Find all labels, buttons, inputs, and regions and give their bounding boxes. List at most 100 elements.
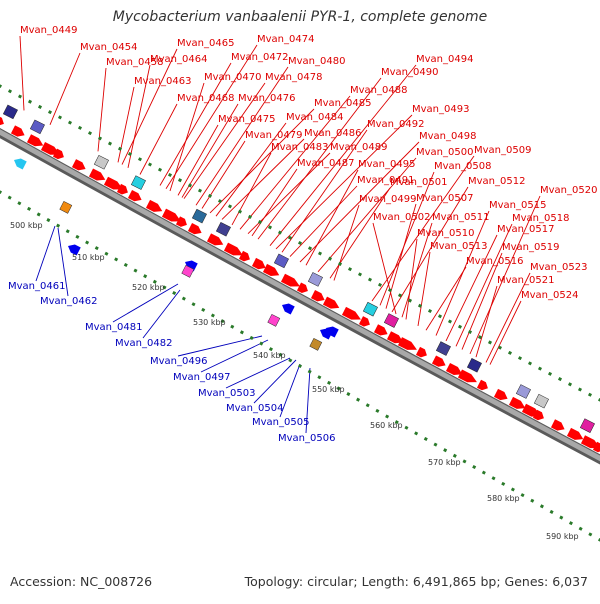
gene-label: Mvan_0524	[521, 290, 578, 301]
forward-gene-arrow	[493, 388, 508, 401]
forward-gene-arrow	[26, 134, 44, 147]
scale-tick	[133, 268, 138, 273]
gene-label: Mvan_0521	[497, 275, 554, 286]
gene-label: Mvan_0491	[357, 175, 414, 186]
scale-tick	[356, 397, 361, 402]
backbone-highlight	[0, 129, 600, 462]
scale-tick	[467, 329, 473, 334]
gene-label: Mvan_0481	[85, 322, 142, 333]
scale-tick	[547, 371, 553, 376]
leader-line	[19, 35, 25, 111]
reverse-gene-box	[181, 264, 195, 278]
scale-tick	[75, 234, 80, 239]
scale-tick	[423, 436, 428, 441]
scale-tick	[437, 314, 443, 319]
leader-line	[445, 234, 498, 342]
forward-gene-arrow	[397, 337, 417, 350]
leader-line	[417, 251, 431, 326]
forward-gene-arrow	[476, 379, 488, 391]
gene-label: Mvan_0497	[173, 372, 230, 383]
gene-box	[515, 384, 531, 399]
scale-tick	[457, 324, 463, 329]
scale-tick	[517, 356, 523, 361]
leader-line	[121, 48, 178, 165]
leader-line	[35, 225, 56, 282]
gene-label: Mvan_0468	[177, 93, 234, 104]
leader-line	[279, 363, 301, 418]
scale-tick	[27, 206, 32, 211]
gene-box	[466, 357, 482, 373]
scale-tick	[487, 340, 493, 345]
scale-tick	[317, 375, 322, 380]
scale-tick	[297, 363, 303, 369]
scale-tick	[127, 152, 133, 157]
leader-line	[469, 195, 541, 355]
forward-gene-arrow	[508, 396, 526, 409]
leader-line	[461, 252, 503, 350]
leader-line	[305, 169, 359, 266]
reverse-gene-box	[267, 313, 281, 327]
gene-features	[0, 104, 600, 453]
leader-line	[139, 103, 178, 175]
scale-tick	[443, 448, 448, 453]
gene-label: Mvan_0515	[489, 200, 546, 211]
leader-line	[379, 171, 435, 306]
kbp-scale-labels: 500 kbp 510 kbp 520 kbp 530 kbp 540 kbp 550 k…	[10, 221, 579, 541]
leader-line	[317, 157, 417, 273]
leader-line	[57, 227, 69, 297]
kbp-label: 500 kbp	[10, 221, 43, 230]
forward-gene-arrow	[373, 324, 388, 336]
scale-tick	[549, 509, 554, 514]
leader-line	[159, 62, 232, 186]
gene-label: Mvan_0470	[204, 72, 261, 83]
forward-gene-arrow	[127, 189, 142, 202]
forward-gene-arrow	[296, 282, 308, 293]
leader-line	[177, 335, 263, 357]
kbp-label: 510 kbp	[72, 253, 105, 262]
gene-box	[383, 313, 399, 328]
leader-line	[289, 185, 358, 257]
forward-gene-arrow	[187, 222, 202, 235]
gene-label: Mvan_0520	[540, 185, 597, 196]
gene-box	[533, 393, 549, 409]
gene-box	[579, 418, 595, 433]
gene-label: Mvan_0512	[468, 176, 525, 187]
gene-label: Mvan_0485	[314, 98, 371, 109]
gene-label: Mvan_0503	[198, 388, 255, 399]
scale-tick	[491, 476, 496, 481]
leader-line	[169, 82, 205, 192]
leader-line	[253, 359, 297, 404]
kbp-label: 560 kbp	[370, 421, 403, 430]
genome-backbone	[0, 127, 600, 465]
scale-tick	[567, 382, 573, 387]
scale-tick	[181, 296, 186, 301]
scale-tick	[0, 83, 3, 89]
gene-box	[435, 341, 451, 356]
leader-line	[281, 129, 368, 253]
gene-label: Mvan_0523	[530, 262, 587, 273]
scale-tick	[578, 526, 583, 531]
scale-tick	[278, 352, 283, 357]
scale-tick	[172, 291, 177, 296]
gene-label: Mvan_0480	[288, 56, 345, 67]
reverse-gene-arrow	[185, 260, 198, 272]
gene-label: Mvan_0487	[297, 158, 354, 169]
scale-tick	[404, 425, 409, 430]
leader-line	[425, 266, 467, 331]
gene-label: Mvan_0483	[271, 142, 328, 153]
scale-tick	[317, 251, 323, 256]
kbp-label: 530 kbp	[193, 318, 226, 327]
scale-tick	[117, 146, 123, 151]
forward-gene-arrow	[116, 183, 128, 195]
scale-tick	[7, 195, 12, 200]
scale-tick	[433, 442, 438, 447]
gene-label: Mvan_0463	[134, 76, 191, 87]
scale-tick	[427, 309, 433, 314]
forward-gene-arrow	[251, 257, 266, 270]
forward-gene-arrow	[580, 435, 600, 449]
gene-label: Mvan_0475	[218, 114, 275, 125]
leader-line	[195, 66, 289, 206]
forward-gene-arrow	[415, 346, 427, 358]
gene-label: Mvan_0511	[432, 212, 489, 223]
